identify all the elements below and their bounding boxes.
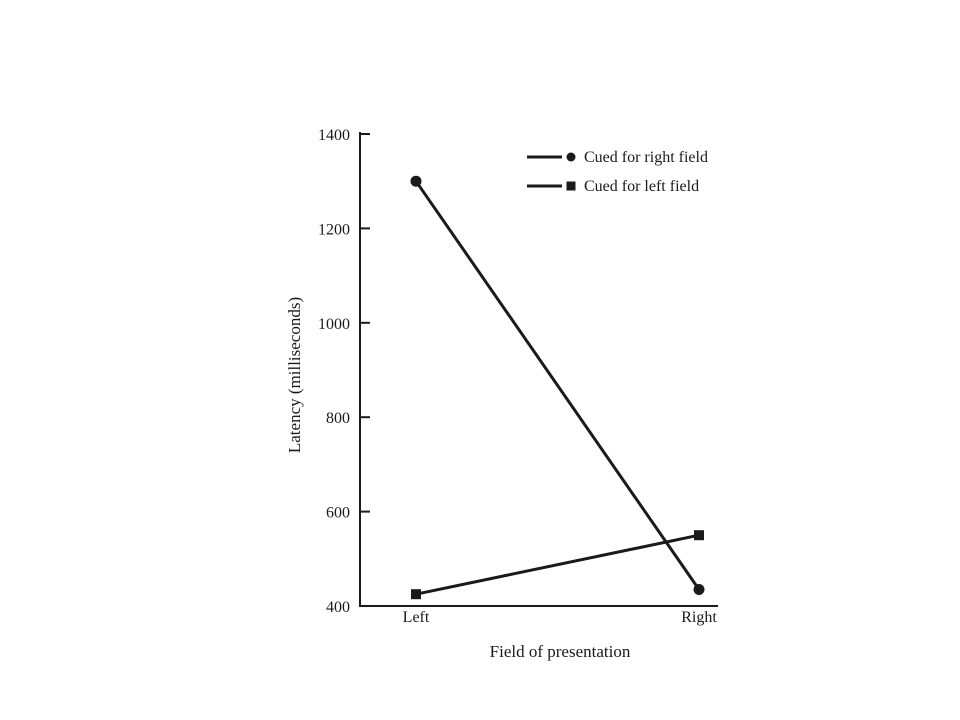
legend: Cued for right field Cued for left field: [527, 149, 708, 195]
legend-label: Cued for right field: [584, 149, 708, 166]
data-point: [410, 175, 422, 187]
y-tick-label: 1400: [318, 127, 350, 144]
data-point: [411, 589, 421, 600]
legend-marker: [566, 181, 576, 191]
x-tick-label: Left: [403, 609, 430, 626]
y-tick-label: 400: [326, 599, 350, 616]
legend-label: Cued for left field: [584, 178, 699, 195]
x-axis-title: Field of presentation: [490, 642, 631, 661]
y-tick-label: 800: [326, 410, 350, 427]
series-layer: [410, 175, 705, 600]
y-axis-title: Latency (milliseconds): [285, 297, 304, 453]
y-ticks: 400 600 800 1000 1200 1400: [318, 127, 370, 616]
y-tick-label: 1000: [318, 316, 350, 333]
data-point: [693, 583, 705, 595]
x-tick-label: Right: [681, 609, 717, 626]
legend-marker: [566, 152, 576, 162]
series-line: [415, 533, 700, 596]
x-ticks: Left Right: [403, 609, 718, 626]
series-line: [414, 180, 701, 591]
data-point: [694, 530, 704, 541]
chart-axes: [359, 132, 718, 607]
y-tick-label: 600: [326, 505, 350, 522]
y-tick-label: 1200: [318, 221, 350, 238]
